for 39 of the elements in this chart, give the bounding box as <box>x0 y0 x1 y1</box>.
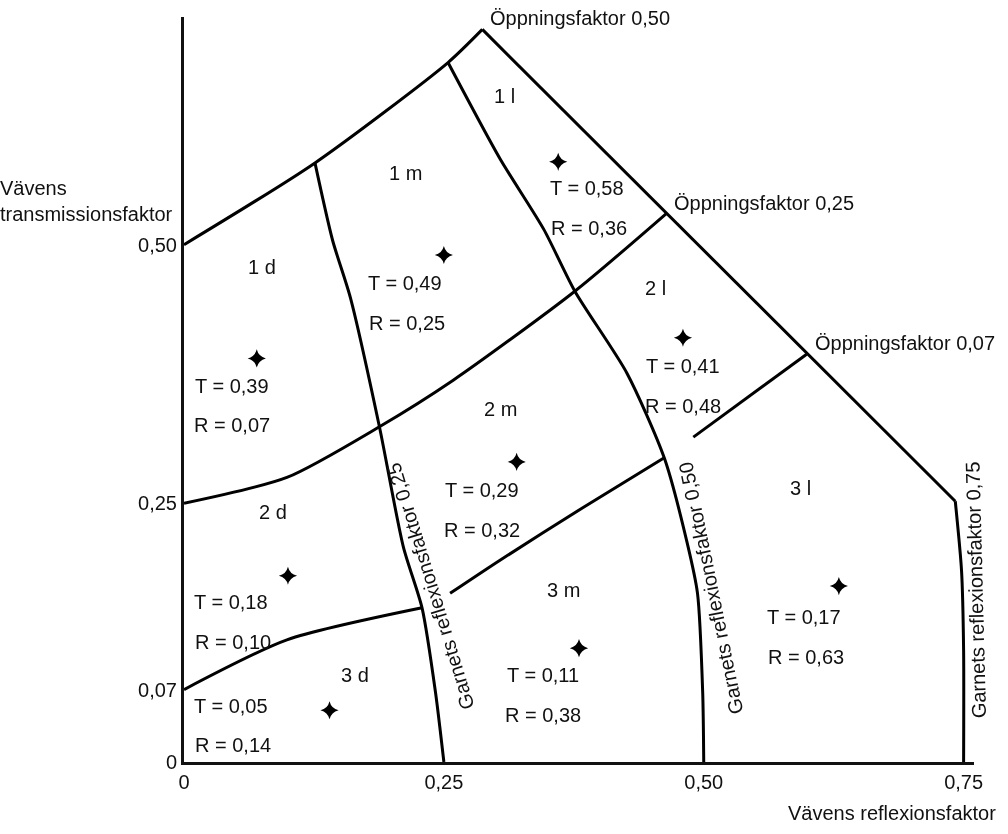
annotation: R = 0,48 <box>645 395 722 417</box>
series-label: Öppningsfaktor 0,50 <box>490 7 671 29</box>
annotation: T = 0,49 <box>368 272 442 294</box>
annotation: T = 0,39 <box>195 375 269 397</box>
annotation: R = 0,63 <box>768 646 845 668</box>
annotation: 1 l <box>494 85 516 107</box>
x-axis-title: Vävens reflexionsfaktor <box>788 802 997 824</box>
x-tick-label: 0,50 <box>684 771 724 793</box>
annotation: R = 0,38 <box>505 704 582 726</box>
annotation: R = 0,14 <box>195 734 272 756</box>
annotation: 1 d <box>248 256 276 278</box>
annotation: T = 0,11 <box>507 664 580 686</box>
annotation: R = 0,36 <box>551 217 628 239</box>
annotation: 2 d <box>259 501 287 523</box>
annotation: R = 0,10 <box>195 631 272 653</box>
y-tick-label: 0 <box>165 751 177 773</box>
y-tick-label: 0,50 <box>138 233 177 256</box>
annotation: 1 m <box>389 162 423 184</box>
y-axis-title: Vävens transmissionsfaktor <box>0 177 173 225</box>
text: Garnets reflexionsfaktor 0,75 <box>961 461 991 719</box>
annotation: T = 0,29 <box>445 479 519 501</box>
annotation: 3 m <box>547 579 581 601</box>
annotation: T = 0,05 <box>194 695 268 717</box>
annotation: 2 m <box>484 398 518 420</box>
annotation: T = 0,41 <box>646 355 720 377</box>
annotation: R = 0,25 <box>369 312 446 334</box>
annotation: T = 0,58 <box>550 177 624 199</box>
y-tick-label: 0,25 <box>138 492 177 515</box>
annotation: T = 0,18 <box>194 591 268 613</box>
series-label: Öppningsfaktor 0,25 <box>674 192 855 214</box>
annotation: 3 l <box>790 477 812 499</box>
x-tick-label: 0,25 <box>424 771 464 793</box>
y-tick-label: 0,07 <box>138 678 177 701</box>
annotation: 2 l <box>645 277 667 299</box>
annotation: 3 d <box>341 664 369 686</box>
annotation: R = 0,07 <box>194 414 271 436</box>
x-tick-label: 0,75 <box>944 771 984 793</box>
series-label: Öppningsfaktor 0,07 <box>815 332 996 354</box>
annotation: T = 0,17 <box>767 606 841 628</box>
